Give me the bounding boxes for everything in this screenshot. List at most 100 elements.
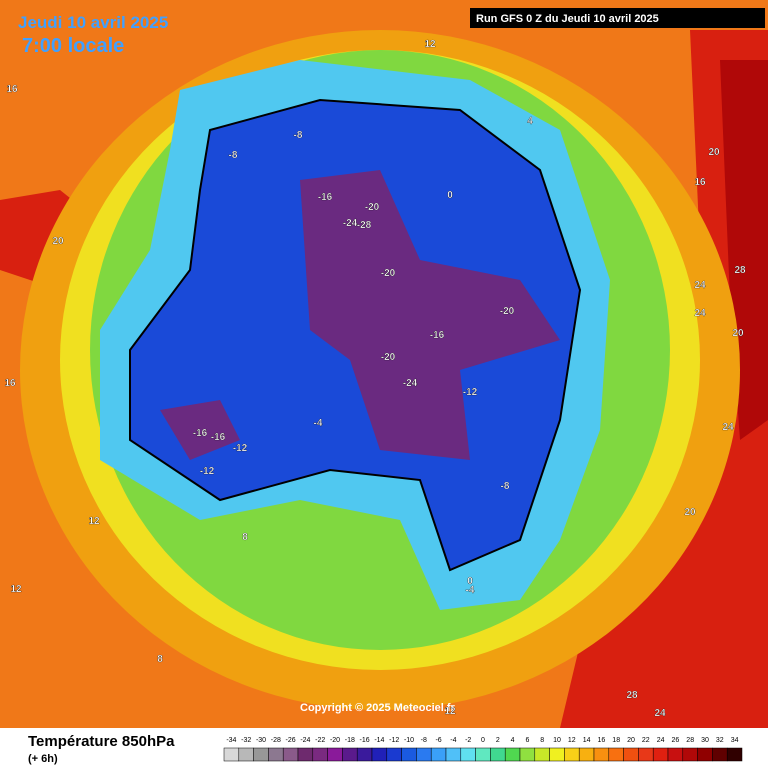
legend-swatch	[712, 747, 728, 762]
legend-label: -30	[256, 737, 266, 744]
legend-label: 28	[686, 737, 694, 744]
legend-swatch	[445, 747, 462, 762]
legend-label: -26	[286, 737, 296, 744]
legend: -34 -32 -30 -28 -26 -24 -22 -20 -18 -16 -14 -12 -10-…	[223, 737, 743, 762]
legend-label: 26	[672, 737, 680, 744]
legend-swatch	[386, 747, 402, 762]
contour-label: -20	[381, 268, 396, 279]
contour-label: -4	[466, 585, 475, 596]
contour-label: -20	[500, 306, 515, 317]
legend-swatch	[401, 747, 417, 762]
legend-label: 14	[583, 737, 591, 744]
coldest-zone	[160, 400, 240, 460]
legend-swatch	[593, 747, 610, 762]
contour-label: 12	[444, 706, 456, 717]
legend-swatch	[327, 747, 343, 762]
contour-label: 0	[467, 576, 473, 587]
contour-label: -8	[229, 150, 238, 161]
contour-label: -12	[233, 443, 248, 454]
legend-swatch	[519, 747, 536, 762]
hot-region	[720, 60, 768, 440]
contour-label: -12	[463, 387, 478, 398]
contour-label: 16	[6, 84, 18, 95]
contour-label: 8	[157, 654, 163, 665]
legend-swatch	[726, 747, 743, 762]
legend-swatch	[652, 747, 669, 762]
legend-label: -12	[389, 737, 399, 744]
legend-swatch	[475, 747, 491, 762]
legend-label: 18	[612, 737, 620, 744]
contour-label: 16	[4, 378, 16, 389]
contour-label: 24	[722, 422, 734, 433]
contour-label: -24	[343, 218, 358, 229]
legend-swatch	[312, 747, 328, 762]
legend-swatch	[608, 747, 624, 762]
legend-swatch	[667, 747, 684, 762]
contour-label: -16	[318, 192, 333, 203]
contour-label: 20	[52, 236, 64, 247]
legend-label: 32	[716, 737, 724, 744]
contour-label: 8	[242, 532, 248, 543]
legend-label: 24	[657, 737, 665, 744]
legend-swatch	[297, 747, 314, 762]
legend-swatch	[282, 747, 299, 762]
contour-label: -24	[403, 378, 418, 389]
coldest-zone	[300, 170, 560, 460]
contour-label: 4	[527, 116, 533, 127]
date-title: Jeudi 10 avril 2025	[18, 13, 168, 32]
legend-swatch	[534, 747, 550, 762]
legend-label: 22	[642, 737, 650, 744]
contour-label: -16	[430, 330, 445, 341]
contour-label: 24	[654, 708, 666, 719]
contour-label: 12	[424, 39, 436, 50]
legend-label: 20	[627, 737, 635, 744]
legend-swatch	[697, 747, 713, 762]
contour-label: -28	[357, 220, 372, 231]
run-text: Run GFS 0 Z du Jeudi 10 avril 2025	[476, 13, 659, 25]
legend-label: -8	[421, 737, 427, 744]
legend-swatch	[356, 747, 373, 762]
legend-swatch	[238, 747, 254, 762]
contour-label: 12	[88, 516, 100, 527]
contour-label: -12	[200, 466, 215, 477]
legend-label: -2	[465, 737, 471, 744]
legend-swatch	[223, 747, 240, 762]
legend-label: -34	[226, 737, 236, 744]
legend-swatch	[268, 747, 284, 762]
contour-label: -8	[294, 130, 303, 141]
legend-label: -14	[374, 737, 384, 744]
contour-label: -16	[193, 428, 208, 439]
contour-label: 0	[447, 190, 453, 201]
legend-swatch	[430, 747, 447, 762]
contour-label: -4	[314, 418, 323, 429]
legend-label: 8	[540, 737, 544, 744]
contour-label: 16	[694, 177, 706, 188]
legend-label: -4	[450, 737, 456, 744]
legend-label: 16	[598, 737, 606, 744]
legend-label: -32	[241, 737, 251, 744]
legend-swatch	[416, 747, 432, 762]
contour-label: 20	[708, 147, 720, 158]
contour-label: 20	[732, 328, 744, 339]
legend-label: 34	[731, 737, 739, 744]
contour-label: 28	[626, 690, 638, 701]
legend-label: -20	[330, 737, 340, 744]
legend-swatch	[253, 747, 269, 762]
time-title: 7:00 locale	[22, 35, 124, 57]
contour-label: 24	[694, 280, 706, 291]
footer-title: Température 850hPa	[28, 733, 175, 750]
legend-label: -16	[360, 737, 370, 744]
run-box	[470, 8, 765, 28]
legend-swatch	[371, 747, 388, 762]
contour-label: 12	[10, 584, 22, 595]
footer-step: (+ 6h)	[28, 753, 58, 765]
contour-label: 24	[694, 308, 706, 319]
contour-label: 28	[734, 265, 746, 276]
contour-label: 20	[684, 507, 696, 518]
legend-label: -28	[271, 737, 281, 744]
contour-label: -20	[381, 352, 396, 363]
legend-label: 6	[525, 737, 529, 744]
contour-label: -20	[365, 202, 380, 213]
